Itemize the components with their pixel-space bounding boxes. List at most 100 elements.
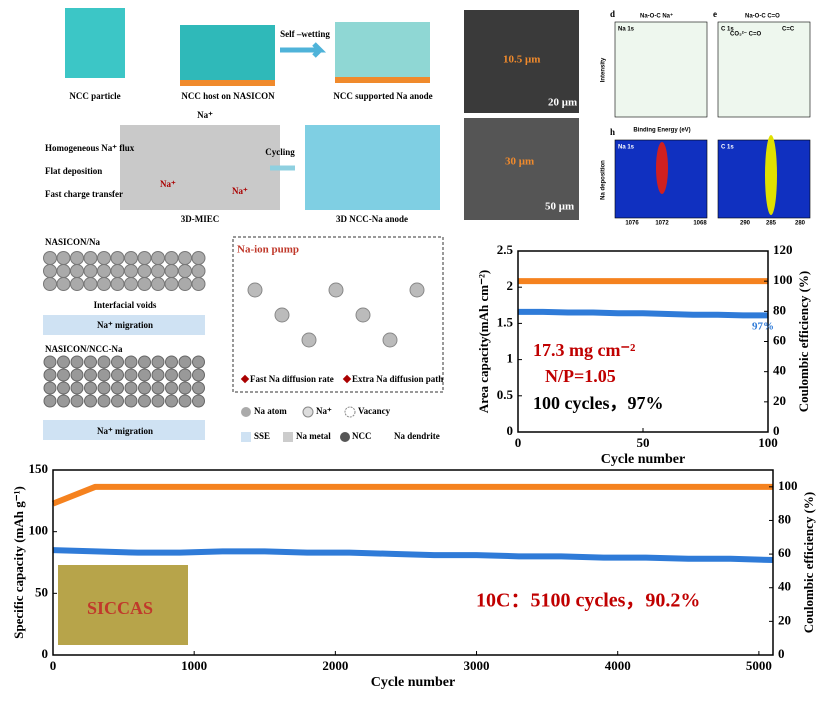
- sphere: [178, 277, 192, 291]
- sphere: [138, 394, 151, 408]
- legend-label: SSE: [254, 431, 270, 441]
- sphere: [192, 355, 205, 369]
- y2-tick-label: 40: [773, 363, 786, 378]
- sphere: [247, 282, 263, 298]
- label: NCC host on NASICON: [181, 91, 275, 101]
- label: 50 μm: [545, 201, 574, 213]
- map-peak: [765, 135, 777, 215]
- legend-label: Na metal: [296, 431, 331, 441]
- sphere: [97, 381, 111, 395]
- x-tick-label: 4000: [605, 658, 631, 673]
- y-axis-label: Area capacity(mAh cm⁻²): [476, 270, 491, 413]
- sphere: [151, 381, 165, 395]
- sphere: [43, 264, 57, 278]
- label: 20 μm: [548, 97, 577, 109]
- sphere: [151, 368, 165, 382]
- legend-icon: [344, 406, 356, 418]
- y-tick-label: 0: [507, 423, 514, 438]
- sphere: [84, 368, 97, 382]
- photo-inset: [58, 565, 188, 645]
- y-tick-label: 100: [29, 523, 49, 538]
- label: Interfacial voids: [94, 300, 157, 310]
- ncc-na-anode-image: [305, 125, 440, 210]
- sphere: [124, 277, 138, 291]
- sphere: [178, 355, 192, 369]
- sphere: [124, 381, 138, 395]
- sphere: [191, 264, 206, 278]
- legend-icon: [342, 374, 352, 384]
- label-halo: Interfacial voids: [94, 300, 157, 310]
- sphere: [70, 264, 84, 278]
- sphere: [124, 368, 138, 382]
- label: Extra Na diffusion path: [352, 374, 443, 384]
- sphere: [97, 251, 111, 265]
- sphere: [151, 277, 165, 291]
- annotation: 97%: [752, 321, 774, 333]
- y2-tick-label: 80: [778, 511, 791, 526]
- schematic-panel: NCC particle NCC host on NASICON Self –w…: [45, 8, 440, 224]
- map-peak: [656, 142, 668, 194]
- sphere: [56, 264, 71, 278]
- sphere: [151, 355, 165, 369]
- sphere: [111, 394, 124, 408]
- plot-frame: [52, 469, 774, 656]
- x-tick-label: 0: [515, 435, 522, 450]
- sphere: [138, 355, 151, 369]
- label: 3D-MIEC: [181, 214, 220, 224]
- annotation: N/P=1.05: [545, 366, 616, 386]
- x-tick-label: 0: [50, 658, 57, 673]
- y-tick-label: 0: [42, 646, 49, 661]
- photo-label: SICCAS: [87, 598, 153, 618]
- label: Na 1s: [618, 145, 635, 151]
- sphere: [165, 394, 178, 408]
- sphere: [84, 381, 97, 395]
- sphere: [164, 251, 179, 265]
- x-tick-label: 5000: [746, 658, 772, 673]
- sphere: [83, 251, 98, 265]
- y2-axis-label: Coulombic efficiency (%): [796, 271, 811, 413]
- sem-image: [464, 10, 579, 113]
- label: Self –wetting: [280, 29, 330, 39]
- sphere: [151, 264, 165, 278]
- tick-label: 1072: [655, 221, 669, 227]
- sphere: [178, 381, 192, 395]
- legend-label: Vacancy: [358, 406, 391, 416]
- sphere: [97, 264, 111, 278]
- legend-label: NCC: [352, 431, 372, 441]
- data-line: [52, 547, 774, 564]
- sphere: [84, 394, 97, 408]
- sse-layer: [43, 420, 205, 440]
- label: 3D NCC-Na anode: [336, 214, 408, 224]
- legend-icon: [283, 432, 293, 442]
- sphere: [70, 394, 84, 408]
- arrow: [280, 42, 327, 58]
- sphere: [382, 332, 398, 348]
- sphere: [43, 277, 57, 291]
- axis-label: Na deposition: [601, 160, 607, 200]
- label: C=C: [782, 27, 795, 33]
- sphere: [165, 381, 178, 395]
- legend-icon: [241, 432, 251, 442]
- pump-box: [232, 236, 444, 393]
- sphere: [409, 282, 425, 298]
- sphere: [83, 277, 98, 291]
- sphere: [56, 251, 71, 265]
- sphere: [84, 355, 97, 369]
- y-tick-label: 150: [29, 461, 49, 476]
- y2-tick-label: 20: [773, 393, 786, 408]
- label: Na⁺: [232, 186, 248, 196]
- y2-tick-label: 0: [778, 646, 785, 661]
- tick-label: 290: [740, 221, 751, 227]
- panel-letter: e: [713, 9, 717, 19]
- legend-icon: [302, 406, 314, 418]
- label: Na 1s: [618, 27, 635, 33]
- label: Na⁺ migration: [97, 426, 153, 436]
- sphere: [110, 277, 125, 291]
- sphere: [124, 264, 138, 278]
- label: NCC particle: [69, 91, 120, 101]
- label: Fast Na diffusion rate: [250, 374, 334, 384]
- sphere: [301, 332, 317, 348]
- sphere: [192, 394, 205, 408]
- sphere: [192, 381, 205, 395]
- sphere: [43, 368, 57, 382]
